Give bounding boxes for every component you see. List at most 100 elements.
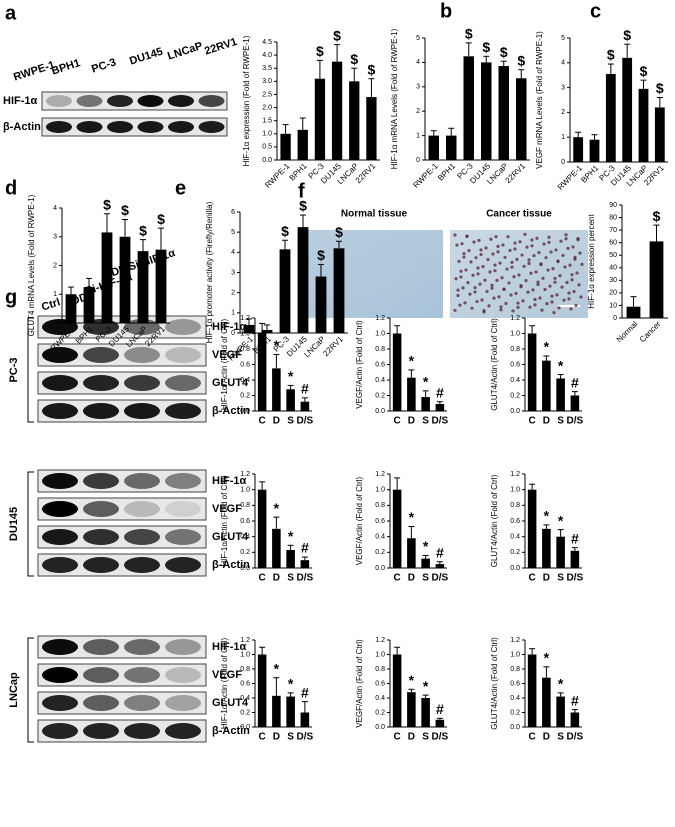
y-tick-label: 6 — [231, 209, 235, 216]
stain-dot — [561, 253, 565, 258]
stain-dot — [474, 256, 478, 260]
y-tick-label: 0.8 — [510, 502, 520, 509]
stain-dot — [476, 266, 480, 270]
significance-marker: * — [288, 368, 294, 384]
x-tick-label: D/S — [567, 416, 584, 427]
stain-dot — [568, 263, 572, 267]
cell-line-label: DU145 — [8, 507, 20, 541]
stain-dot — [536, 280, 540, 284]
y-tick-label: 0.8 — [375, 666, 385, 673]
significance-marker: # — [571, 374, 579, 390]
stain-dot — [469, 260, 473, 264]
blot-band — [83, 667, 119, 683]
stain-dot — [500, 276, 504, 280]
significance-marker: * — [288, 676, 294, 692]
stain-dot — [544, 256, 548, 260]
blot-band — [124, 667, 160, 683]
stain-dot — [496, 244, 500, 248]
y-tick-label: 0.6 — [240, 518, 250, 525]
stain-dot — [528, 305, 532, 309]
stain-dot — [479, 252, 483, 257]
y-tick-label: 0.2 — [375, 709, 385, 716]
stain-dot — [512, 275, 516, 279]
y-tick-label: 0.0 — [510, 565, 520, 572]
band-label: VEGF — [212, 503, 242, 515]
y-tick-label: 0.6 — [375, 361, 385, 368]
x-tick-label: S — [557, 416, 564, 427]
significance-marker: $ — [281, 223, 289, 239]
stain-dot — [553, 276, 557, 280]
x-tick-label: D/S — [567, 732, 584, 743]
blot-strip — [37, 691, 207, 715]
bar — [649, 241, 664, 318]
blot-strip — [37, 371, 207, 395]
y-tick-label: 1 — [53, 291, 57, 298]
blot-band — [124, 347, 160, 363]
x-tick-label: BPH1 — [436, 161, 458, 183]
bar — [556, 378, 565, 411]
y-tick-label: 0.2 — [510, 392, 520, 399]
significance-marker: $ — [350, 51, 358, 67]
blot-band — [42, 473, 78, 489]
blot-band — [198, 121, 225, 133]
y-tick-label: 1.5 — [262, 118, 272, 125]
x-tick-label: S — [422, 416, 429, 427]
bar — [527, 333, 537, 411]
y-tick-label: 4 — [53, 205, 57, 212]
stain-dot — [549, 250, 553, 254]
stain-dot — [550, 300, 554, 304]
blot-band — [137, 121, 164, 133]
y-tick-label: 0 — [613, 315, 617, 322]
bar — [243, 324, 255, 333]
stain-dot — [578, 251, 582, 255]
band-label: HIF-1α — [3, 95, 38, 107]
x-tick-label: Normal — [615, 319, 640, 344]
significance-marker: $ — [333, 27, 341, 43]
y-axis-label: HIF-1α/Actin (Fold of Ctrl) — [220, 319, 229, 411]
y-tick-label: 0 — [416, 157, 420, 164]
bar — [556, 696, 565, 727]
y-tick-label: 1.2 — [375, 471, 385, 478]
x-tick-label: 22RV1 — [504, 161, 528, 185]
x-tick-label: C — [259, 573, 266, 584]
blot-strip — [37, 663, 207, 687]
x-tick-label: D/S — [432, 732, 449, 743]
y-tick-label: 60 — [609, 240, 617, 247]
stain-dot — [481, 265, 485, 269]
y-tick-label: 50 — [609, 252, 617, 259]
y-tick-label: 1.0 — [375, 651, 385, 658]
blot-band — [168, 121, 194, 133]
y-tick-label: 0.6 — [510, 361, 520, 368]
y-tick-label: 0.6 — [510, 518, 520, 525]
lane-label: 22RV1 — [203, 36, 239, 58]
y-tick-label: 0.8 — [375, 502, 385, 509]
y-tick-label: 0.0 — [375, 724, 385, 731]
significance-marker: $ — [316, 43, 324, 59]
stain-dot — [533, 297, 537, 302]
x-tick-label: 22RV1 — [321, 334, 345, 358]
blot-band — [165, 695, 201, 711]
y-tick-label: 0.4 — [240, 534, 250, 541]
stain-dot — [489, 237, 493, 241]
y-tick-label: 3.5 — [262, 65, 272, 72]
y-tick-label: 1.2 — [240, 637, 250, 644]
lane-label: BPH1 — [50, 57, 82, 77]
bar — [392, 654, 402, 727]
y-tick-label: 0.4 — [240, 695, 250, 702]
bar — [570, 712, 580, 727]
y-tick-label: 1.0 — [375, 330, 385, 337]
significance-marker: # — [571, 692, 579, 708]
y-tick-label: 0.2 — [375, 549, 385, 556]
stain-dot — [510, 260, 514, 265]
y-tick-label: 0.0 — [375, 408, 385, 415]
bar — [137, 251, 149, 323]
band-label: β-Actin — [212, 559, 250, 571]
significance-marker: $ — [121, 202, 129, 218]
stain-dot — [513, 247, 517, 251]
significance-marker: * — [558, 676, 564, 692]
stain-dot — [566, 246, 570, 250]
stain-dot — [483, 278, 487, 282]
blot-band — [83, 375, 119, 391]
stain-dot — [465, 234, 469, 238]
panel-letter: b — [440, 0, 452, 22]
